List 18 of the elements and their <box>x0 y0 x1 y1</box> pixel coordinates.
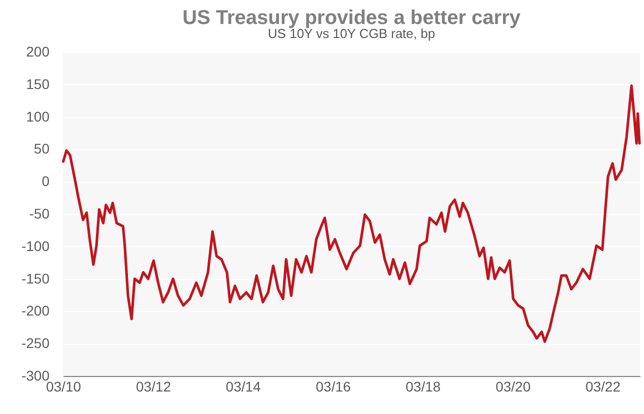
y-tick-label: 100 <box>26 108 50 124</box>
y-tick-label: 150 <box>26 76 50 92</box>
y-tick-label: 200 <box>26 44 50 60</box>
chart-title: US Treasury provides a better carry <box>182 7 522 29</box>
x-tick-label: 03/20 <box>496 378 531 394</box>
x-tick-label: 03/22 <box>585 378 621 394</box>
y-tick-label: -50 <box>29 206 50 222</box>
y-tick-label: 0 <box>42 173 50 190</box>
y-tick-label: -100 <box>21 238 50 254</box>
line-series <box>62 84 641 343</box>
y-tick-label: -150 <box>21 270 50 286</box>
x-tick-label: 03/16 <box>316 378 352 394</box>
y-tick-label: -250 <box>21 335 50 352</box>
y-tick-label: -200 <box>21 302 50 319</box>
x-tick-label: 03/14 <box>226 378 262 394</box>
x-tick-label: 03/12 <box>136 378 172 394</box>
x-tick-label: 03/18 <box>406 378 441 394</box>
y-tick-label: 50 <box>34 140 50 157</box>
